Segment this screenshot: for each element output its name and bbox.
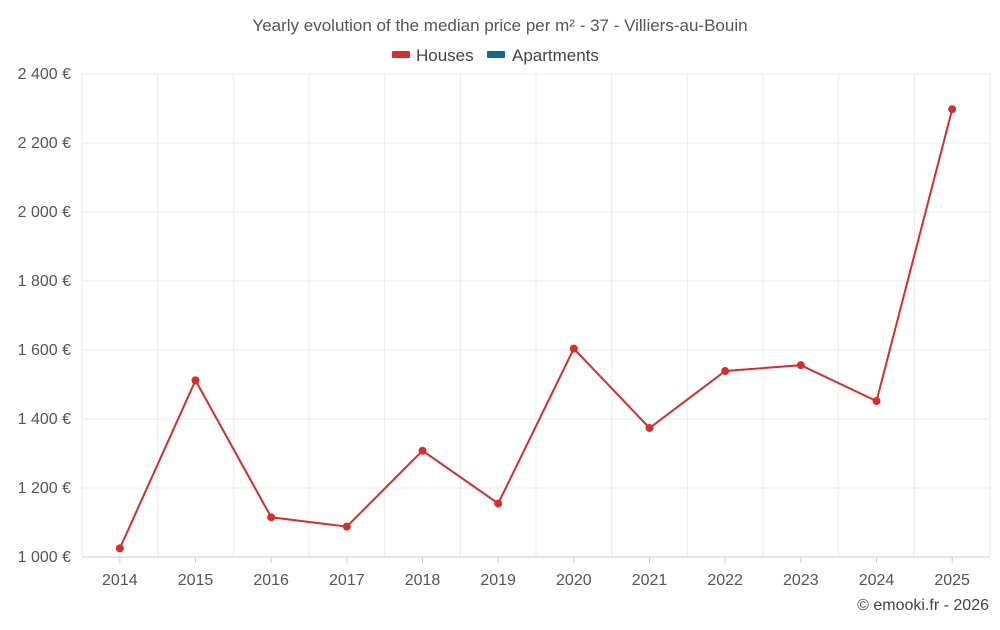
data-point-houses-2025[interactable] [948,105,957,114]
x-tick-label: 2025 [934,572,970,589]
data-point-houses-2020[interactable] [569,344,578,353]
data-point-houses-2023[interactable] [796,361,805,370]
data-point-houses-2021[interactable] [645,423,654,432]
series-line-houses [118,108,954,549]
y-tick-label: 2 200 € [18,135,71,152]
data-point-houses-2016[interactable] [267,513,276,522]
x-tick-label: 2022 [707,572,743,589]
x-tick-label: 2023 [783,572,819,589]
x-tick-label: 2024 [859,572,895,589]
data-point-houses-2018[interactable] [418,446,427,455]
x-axis: 2014 2015 2016 2017 2018 2019 2020 2021 2022 2023… [82,556,990,589]
x-tick-label: 2020 [556,572,592,589]
chart-title: Yearly evolution of the median price per… [252,16,747,35]
data-point-houses-2022[interactable] [721,367,730,376]
y-tick-label: 1 600 € [18,342,71,359]
data-point-houses-2019[interactable] [494,499,503,508]
x-tick-label: 2014 [102,572,138,589]
y-tick-label: 1 200 € [18,480,71,497]
x-tick-label: 2021 [632,572,668,589]
x-tick-label: 2019 [480,572,516,589]
x-tick-label: 2018 [405,572,441,589]
x-tick-label: 2015 [178,572,214,589]
y-tick-label: 2 400 € [18,66,71,83]
data-point-houses-2014[interactable] [115,544,124,553]
y-tick-label: 1 400 € [18,411,71,428]
legend-swatch-apartments[interactable] [487,51,505,58]
x-tick-label: 2017 [329,572,365,589]
data-point-houses-2015[interactable] [191,376,200,385]
legend-label-houses[interactable]: Houses [416,46,474,65]
x-tick-label: 2016 [253,572,289,589]
y-tick-label: 1 800 € [18,273,71,290]
y-tick-label: 1 000 € [18,549,71,566]
legend: Houses Apartments [392,46,599,65]
series-layer [115,105,957,553]
legend-label-apartments[interactable]: Apartments [512,46,599,65]
credit-text: © emooki.fr - 2026 [857,597,989,614]
data-point-houses-2024[interactable] [872,397,881,406]
legend-swatch-houses[interactable] [392,51,410,58]
y-axis: 1 000 € 1 200 € 1 400 € 1 600 € 1 800 € 2 000… [18,66,71,566]
grid [81,73,991,558]
y-tick-label: 2 000 € [18,204,71,221]
data-point-houses-2017[interactable] [342,522,351,531]
